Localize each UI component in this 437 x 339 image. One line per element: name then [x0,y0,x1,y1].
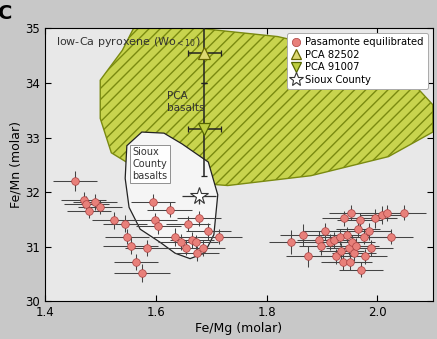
Text: C: C [0,4,13,23]
Legend: Pasamonte equilibrated, PCA 82502, PCA 91007, Sioux County: Pasamonte equilibrated, PCA 82502, PCA 9… [288,33,428,89]
Text: PCA
basalts: PCA basalts [167,91,204,113]
Text: Sioux
County
basalts: Sioux County basalts [132,147,167,181]
Text: low-Ca pyroxene (Wo$_{<10}$): low-Ca pyroxene (Wo$_{<10}$) [56,35,201,49]
Polygon shape [125,132,218,259]
Y-axis label: Fe/Mn (molar): Fe/Mn (molar) [9,121,22,208]
X-axis label: Fe/Mg (molar): Fe/Mg (molar) [195,322,282,335]
Polygon shape [100,28,433,185]
